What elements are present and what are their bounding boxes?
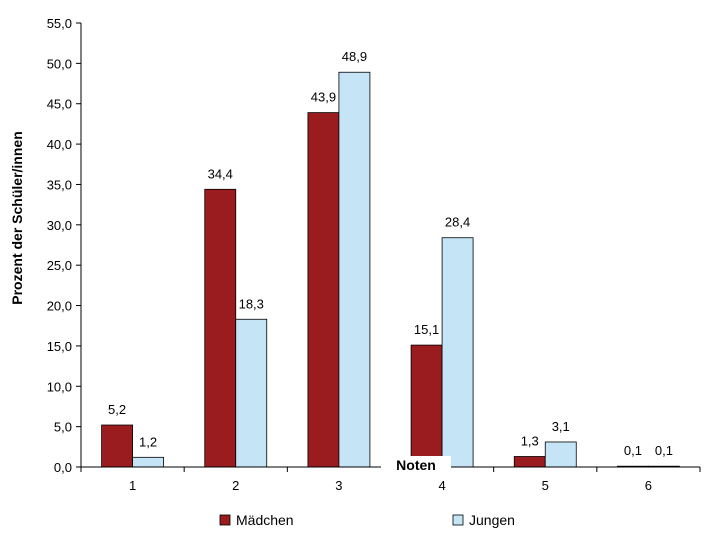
- data-label: 48,9: [342, 49, 367, 64]
- x-axis-title: Noten: [396, 457, 436, 473]
- x-tick-label: 5: [542, 478, 549, 493]
- x-axis-title-background: [381, 456, 451, 474]
- bar-jungen: [338, 71, 371, 468]
- data-label: 0,1: [624, 443, 642, 458]
- bar-maedchen: [410, 344, 443, 468]
- data-label: 18,3: [239, 296, 264, 311]
- y-tick-label: 20,0: [47, 299, 72, 314]
- bar-jungen: [235, 318, 268, 468]
- legend-label-jungen: Jungen: [469, 512, 515, 528]
- bar-maedchen: [101, 424, 133, 468]
- legend: Mädchen Jungen: [219, 512, 515, 528]
- x-ticks-group: 1 2 3 4 5 6: [80, 467, 701, 493]
- y-tick-label: 35,0: [47, 177, 72, 192]
- y-tick-label: 45,0: [47, 97, 72, 112]
- legend-swatch-maedchen: [219, 514, 231, 526]
- y-tick-label: 40,0: [47, 137, 72, 152]
- bar-maedchen: [204, 188, 237, 468]
- legend-label-maedchen: Mädchen: [236, 512, 294, 528]
- y-tick-label: 25,0: [47, 258, 72, 273]
- y-tick-label: 10,0: [47, 379, 72, 394]
- y-tick-label: 50,0: [47, 56, 72, 71]
- y-axis-title: Prozent der Schüler/innen: [9, 131, 25, 304]
- data-label: 5,2: [108, 402, 126, 417]
- y-tick-label: 5,0: [54, 420, 72, 435]
- bar-maedchen: [307, 112, 340, 468]
- y-tick-label: 0,0: [54, 460, 72, 475]
- x-tick-label: 4: [438, 478, 445, 493]
- y-ticks-group: 0,0 5,0 10,0 15,0 20,0 25,0 30,0 35,0 40,0 45,0 50…: [47, 16, 81, 475]
- data-label: 34,4: [208, 166, 233, 181]
- x-tick-label: 6: [645, 478, 652, 493]
- y-tick-label: 55,0: [47, 16, 72, 31]
- y-tick-label: 15,0: [47, 339, 72, 354]
- data-label: 15,1: [414, 322, 439, 337]
- bar-jungen: [544, 441, 577, 468]
- data-label: 43,9: [311, 90, 336, 105]
- x-tick-label: 1: [129, 478, 136, 493]
- legend-swatch-jungen: [452, 514, 464, 526]
- bars-group: [101, 71, 680, 468]
- x-tick-label: 3: [335, 478, 342, 493]
- y-tick-label: 30,0: [47, 218, 72, 233]
- data-label: 0,1: [655, 443, 673, 458]
- bar-jungen: [441, 237, 474, 468]
- axes-group: [80, 23, 700, 468]
- data-label: 1,2: [139, 434, 157, 449]
- bar-jungen: [132, 456, 164, 468]
- data-label: 1,3: [521, 434, 539, 449]
- x-tick-label: 2: [232, 478, 239, 493]
- bar-maedchen: [513, 456, 546, 468]
- data-label: 3,1: [552, 419, 570, 434]
- data-labels-group: 5,2 34,4 43,9 15,1 1,3 0,1 1,2 18,3 48,9 28,4 3,1 0…: [108, 49, 673, 458]
- data-label: 28,4: [445, 215, 470, 230]
